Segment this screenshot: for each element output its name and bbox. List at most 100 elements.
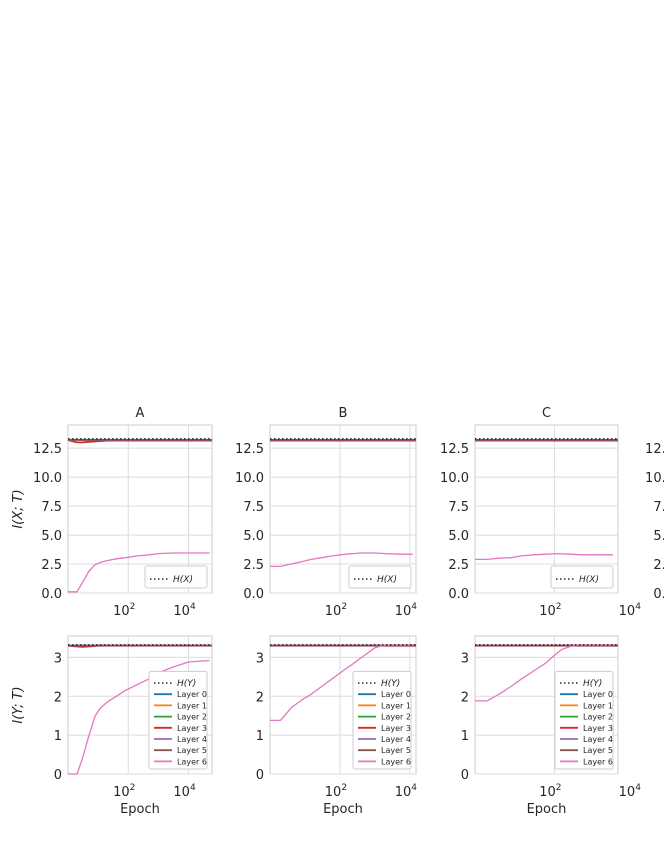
- axes-frame: [67, 424, 213, 594]
- legend-label: Layer 1: [583, 701, 613, 710]
- legend-label: Layer 3: [177, 724, 207, 733]
- legend-label: Layer 5: [177, 746, 207, 755]
- y-tick-label: 5.0: [448, 529, 469, 544]
- legend-label: H(Y): [381, 679, 400, 689]
- legend-label: H(X): [173, 575, 193, 585]
- legend-box: [554, 670, 614, 770]
- y-tick-label: 7.5: [448, 500, 469, 515]
- legend-label: Layer 0: [381, 690, 411, 699]
- legend-label: H(Y): [583, 679, 602, 689]
- y-tick-label: 3: [54, 651, 62, 666]
- series-line-layer-6: [270, 644, 413, 722]
- legend-label: Layer 0: [583, 690, 613, 699]
- series-line-layer-6: [475, 644, 613, 702]
- y-tick-label: 12.5: [440, 442, 469, 457]
- y-axis-label: I(X; T): [11, 489, 26, 528]
- panel-c-row0: 0.0 2.5 5.0 7.5 10.0 12.5 102 104 C H(X): [440, 406, 641, 619]
- legend: H(X): [550, 565, 614, 589]
- legend-box: [550, 565, 614, 589]
- legend-label: Layer 0: [177, 690, 207, 699]
- legend-box: [348, 565, 412, 589]
- y-tick-label: 5.0: [653, 529, 664, 544]
- x-tick-label: 102: [325, 783, 347, 800]
- panel-title: C: [542, 406, 551, 421]
- y-tick-label: 0: [461, 768, 469, 783]
- axes-frame: [474, 424, 619, 594]
- panel-d-row0: 0.0 2.5 5.0 7.5 10.0 12.5: [645, 442, 664, 602]
- legend: H(Y)Layer 0 Layer 1 Layer 2 Layer 3 Layer 4 L…: [148, 670, 208, 770]
- y-tick-label: 2.5: [243, 558, 264, 573]
- y-tick-label: 5.0: [41, 529, 62, 544]
- legend-label: Layer 4: [583, 735, 613, 744]
- y-tick-label: 10.0: [645, 471, 664, 486]
- legend-label: Layer 2: [177, 713, 207, 722]
- legend-label: Layer 2: [583, 713, 613, 722]
- x-tick-label: 102: [113, 602, 135, 619]
- y-tick-label: 0.0: [448, 587, 469, 602]
- x-tick-label: 104: [173, 602, 196, 619]
- y-tick-label: 2.5: [653, 558, 664, 573]
- x-tick-label: 102: [539, 783, 561, 800]
- y-tick-label: 7.5: [243, 500, 264, 515]
- y-tick-label: 0.0: [41, 587, 62, 602]
- legend-box: [148, 670, 208, 770]
- x-axis-label: Epoch: [120, 802, 160, 817]
- y-tick-label: 7.5: [653, 500, 664, 515]
- y-tick-label: 12.5: [33, 442, 62, 457]
- y-tick-label: 0: [256, 768, 264, 783]
- x-tick-label: 102: [325, 602, 347, 619]
- panel-title: A: [136, 406, 145, 421]
- legend-label: H(X): [377, 575, 397, 585]
- series-line-layer-6: [68, 552, 210, 593]
- legend-label: Layer 4: [177, 735, 207, 744]
- legend-label: H(X): [579, 575, 599, 585]
- legend-label: Layer 1: [177, 701, 207, 710]
- y-tick-label: 0.0: [243, 587, 264, 602]
- y-tick-label: 3: [256, 651, 264, 666]
- legend-box: [352, 670, 412, 770]
- panel-c-row1: 0 1 2 3 102 104 Epoch H(Y)Layer 0 Layer 1 Layer 2…: [461, 635, 642, 817]
- x-tick-label: 104: [395, 602, 418, 619]
- legend-label: Layer 1: [381, 701, 411, 710]
- x-tick-label: 104: [173, 783, 196, 800]
- x-tick-label: 104: [395, 783, 418, 800]
- y-tick-label: 10.0: [440, 471, 469, 486]
- y-tick-label: 2: [54, 690, 62, 705]
- series-line-layer-6: [270, 552, 413, 568]
- legend-label: Layer 6: [583, 757, 613, 766]
- series-line-layer-6: [68, 659, 210, 775]
- legend-label: H(Y): [177, 679, 196, 689]
- y-tick-label: 0: [54, 768, 62, 783]
- panel-a-row0: 0.0 2.5 5.0 7.5 10.0 12.5 102 104 A I(X; T) H(X): [11, 406, 213, 619]
- y-tick-label: 3: [461, 651, 469, 666]
- y-tick-label: 12.5: [645, 442, 664, 457]
- x-axis-label: Epoch: [527, 802, 567, 817]
- panel-b-row1: 0 1 2 3 102 104 Epoch H(Y)Layer 0 Layer 1 Layer 2…: [256, 635, 418, 817]
- y-tick-label: 2.5: [448, 558, 469, 573]
- y-tick-label: 1: [461, 729, 469, 744]
- legend: H(Y)Layer 0 Layer 1 Layer 2 Layer 3 Layer 4 L…: [554, 670, 614, 770]
- panel-a-row1: 0 1 2 3 102 104 Epoch I(Y; T) H(Y)Layer 0 Layer 1…: [11, 635, 213, 817]
- legend-box: [144, 565, 208, 589]
- legend-label: Layer 3: [381, 724, 411, 733]
- series-line-layer-6: [475, 552, 613, 561]
- x-tick-label: 104: [619, 602, 642, 619]
- y-tick-label: 5.0: [243, 529, 264, 544]
- legend-label: Layer 6: [381, 757, 411, 766]
- y-tick-label: 2: [256, 690, 264, 705]
- x-tick-label: 102: [113, 783, 135, 800]
- y-tick-label: 1: [54, 729, 62, 744]
- y-tick-label: 0.0: [653, 587, 664, 602]
- y-tick-label: 2: [461, 690, 469, 705]
- panel-title: B: [339, 406, 348, 421]
- legend-label: Layer 2: [381, 713, 411, 722]
- y-tick-label: 10.0: [235, 471, 264, 486]
- y-tick-label: 12.5: [235, 442, 264, 457]
- y-axis-label: I(Y; T): [11, 686, 26, 723]
- y-tick-label: 1: [256, 729, 264, 744]
- legend: H(X): [348, 565, 412, 589]
- y-tick-label: 10.0: [33, 471, 62, 486]
- y-tick-label: 7.5: [41, 500, 62, 515]
- x-tick-label: 104: [619, 783, 642, 800]
